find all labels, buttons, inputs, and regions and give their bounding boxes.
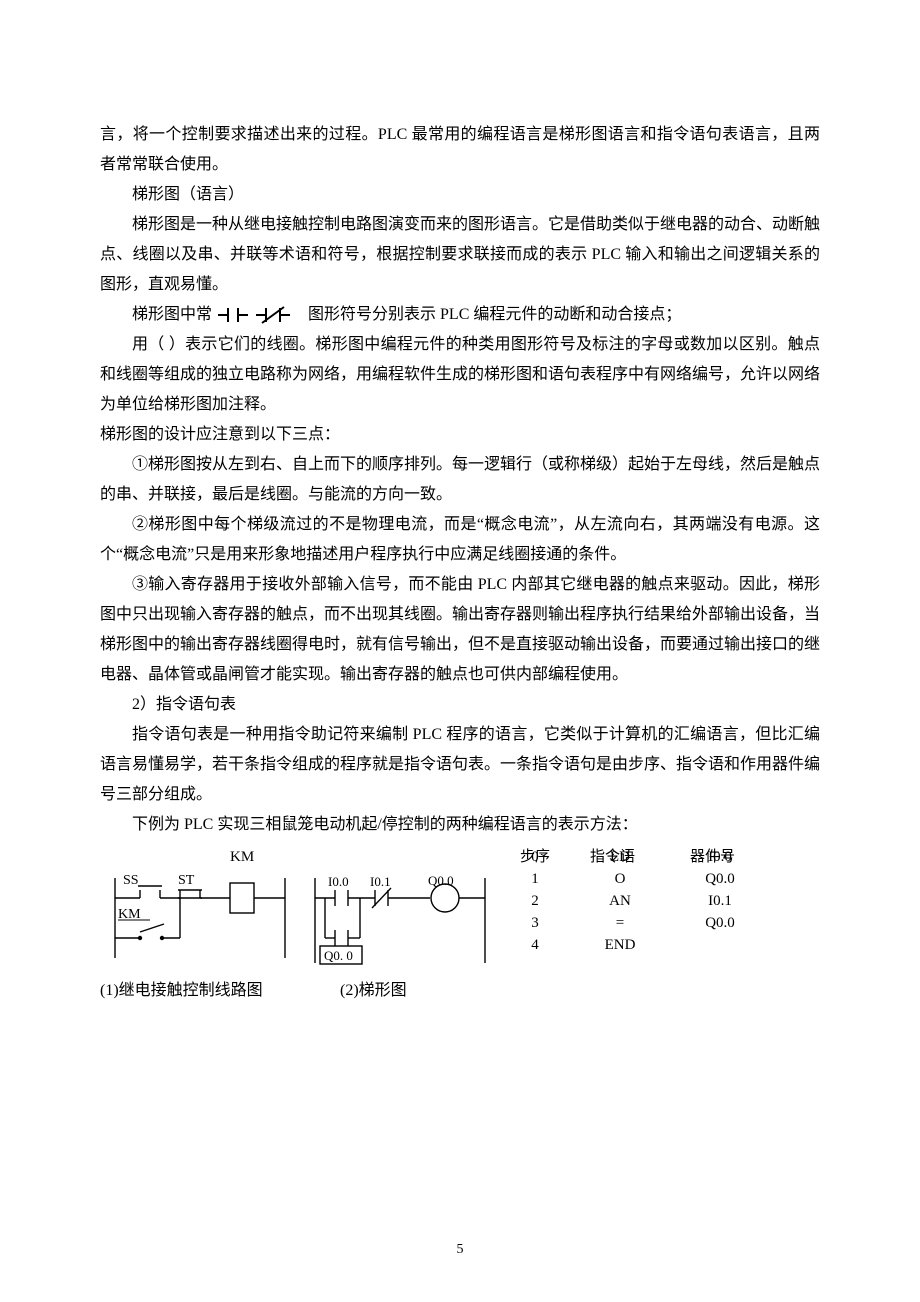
paragraph: 指令语句表是一种用指令助记符来编制 PLC 程序的语言，它类似于计算机的汇编语言… — [100, 720, 820, 810]
paragraph: 梯形图的设计应注意到以下三点： — [100, 420, 820, 450]
page-number: 5 — [0, 1242, 920, 1258]
table-row: 3 = Q0.0 — [500, 912, 770, 934]
paragraph: ②梯形图中每个梯级流过的不是物理电流，而是“概念电流”，从左流向右，其两端没有电… — [100, 510, 820, 570]
document-page: 言，将一个控制要求描述出来的过程。PLC 最常用的编程语言是梯形图语言和指令语句… — [0, 0, 920, 1302]
paragraph: 梯形图是一种从继电接触控制电路图演变而来的图形语言。它是借助类似于继电器的动合、… — [100, 210, 820, 300]
cell-step: 3 — [500, 912, 570, 934]
paragraph-with-symbols: 梯形图中常 图形符号分别表示 PLC 编程元件的动断和动合接点； — [100, 300, 820, 330]
cell-device: Q0.0 — [670, 912, 770, 934]
label-km: KM — [230, 846, 254, 868]
cell-device: I0.0 — [670, 846, 770, 868]
instruction-list-table: 0 LD I0.0 1 O Q0.0 2 AN I0.1 3 = Q0. — [500, 846, 770, 956]
table-row: 1 O Q0.0 — [500, 868, 770, 890]
label-i00: I0.0 — [328, 874, 349, 889]
paragraph: 用（ ）表示它们的线圈。梯形图中编程元件的种类用图形符号及标注的字母或数加以区别… — [100, 330, 820, 420]
paragraph: 言，将一个控制要求描述出来的过程。PLC 最常用的编程语言是梯形图语言和指令语句… — [100, 120, 820, 180]
normally-closed-contact-icon — [256, 305, 290, 325]
figure-row: SS ST KM — [100, 868, 820, 978]
text-run: 梯形图中常 — [132, 306, 212, 323]
cell-instr: AN — [570, 890, 670, 912]
cell-step: 2 — [500, 890, 570, 912]
caption-relay: (1)继电接触控制线路图 — [100, 980, 263, 1002]
heading-il: 2）指令语句表 — [100, 690, 820, 720]
cell-instr: O — [570, 868, 670, 890]
heading-ladder: 梯形图（语言） — [100, 180, 820, 210]
label-ss: SS — [123, 873, 139, 888]
relay-circuit-diagram: SS ST KM — [100, 868, 300, 978]
body-text: 言，将一个控制要求描述出来的过程。PLC 最常用的编程语言是梯形图语言和指令语句… — [100, 120, 820, 840]
table-row: 0 LD I0.0 — [500, 846, 770, 868]
ladder-diagram: I0.0 I0.1 Q0.0 Q0. 0 — [300, 868, 500, 978]
cell-step: 4 — [500, 934, 570, 956]
label-i01: I0.1 — [370, 874, 391, 889]
normally-open-contact-icon — [218, 305, 248, 325]
label-q00: Q0.0 — [428, 873, 454, 888]
cell-device: I0.1 — [670, 890, 770, 912]
label-st: ST — [178, 873, 195, 888]
label-q00-branch: Q0. 0 — [324, 948, 353, 963]
cell-instr: = — [570, 912, 670, 934]
caption-ladder: (2)梯形图 — [340, 980, 407, 1002]
paragraph: ①梯形图按从左到右、自上而下的顺序排列。每一逻辑行（或称梯级）起始于左母线，然后… — [100, 450, 820, 510]
cell-step: 0 — [500, 846, 570, 868]
cell-instr: END — [570, 934, 670, 956]
cell-device: Q0.0 — [670, 868, 770, 890]
figure-area: KM 步序 指令语 器件号 — [100, 846, 820, 1026]
paragraph: 下例为 PLC 实现三相鼠笼电动机起/停控制的两种编程语言的表示方法： — [100, 810, 820, 840]
table-row: 4 END — [500, 934, 770, 956]
text-run: 图形符号分别表示 PLC 编程元件的动断和动合接点； — [308, 306, 681, 323]
cell-instr: LD — [570, 846, 670, 868]
table-row: 2 AN I0.1 — [500, 890, 770, 912]
cell-step: 1 — [500, 868, 570, 890]
paragraph: ③输入寄存器用于接收外部输入信号，而不能由 PLC 内部其它继电器的触点来驱动。… — [100, 570, 820, 690]
caption-row: (1)继电接触控制线路图 (2)梯形图 — [100, 980, 820, 1002]
